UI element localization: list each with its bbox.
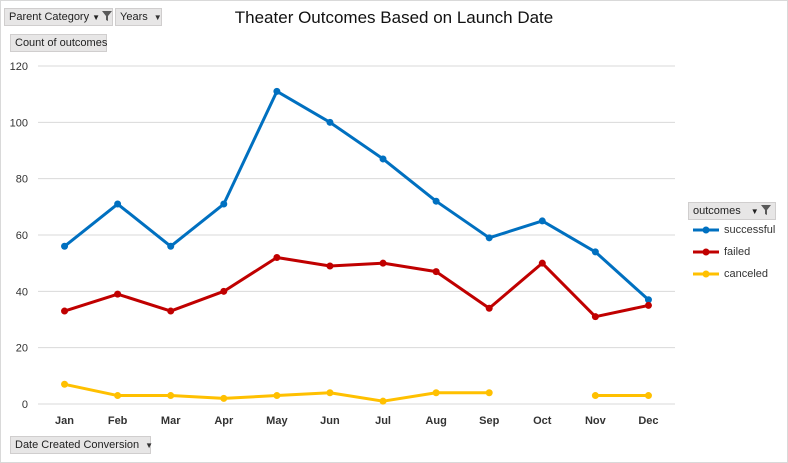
y-tick-label: 80	[16, 174, 28, 186]
legend-item-failed[interactable]: failed	[692, 245, 750, 259]
y-tick-labels: 0 20 40 60 80 100 120	[10, 61, 28, 411]
legend-label: failed	[724, 246, 751, 258]
data-point-failed[interactable]	[220, 287, 228, 295]
x-tick-label: Feb	[108, 415, 128, 427]
y-tick-label: 40	[16, 286, 28, 298]
outcomes-legend-filter-button[interactable]: outcomes ▼	[688, 202, 776, 220]
data-point-canceled[interactable]	[114, 392, 122, 400]
gridlines	[38, 65, 675, 405]
data-point-successful[interactable]	[220, 200, 228, 208]
y-tick-label: 0	[22, 399, 28, 411]
data-point-canceled[interactable]	[326, 389, 334, 397]
data-point-failed[interactable]	[167, 307, 175, 315]
data-point-canceled[interactable]	[485, 389, 493, 397]
series-points	[61, 87, 652, 405]
data-point-failed[interactable]	[326, 262, 334, 270]
data-point-successful[interactable]	[485, 234, 493, 242]
x-tick-label: Jun	[320, 415, 340, 427]
data-point-failed[interactable]	[273, 254, 281, 262]
data-point-canceled[interactable]	[591, 392, 599, 400]
data-point-canceled[interactable]	[273, 392, 281, 400]
data-point-canceled[interactable]	[167, 392, 175, 400]
filter-icon	[760, 204, 771, 218]
data-point-failed[interactable]	[485, 304, 493, 312]
data-point-failed[interactable]	[379, 259, 387, 267]
data-point-successful[interactable]	[591, 248, 599, 256]
parent-category-label: Parent Category	[9, 11, 90, 23]
data-point-canceled[interactable]	[220, 394, 228, 402]
x-tick-label: Jul	[375, 415, 391, 427]
data-point-failed[interactable]	[591, 313, 599, 321]
data-point-successful[interactable]	[379, 155, 387, 163]
data-point-canceled[interactable]	[61, 380, 69, 388]
legend-label: successful	[724, 224, 776, 236]
x-tick-labels: Jan Feb Mar Apr May Jun Jul Aug Sep Oct Nov Dec	[55, 415, 658, 427]
x-tick-label: Dec	[638, 415, 658, 427]
series-line-failed[interactable]	[64, 256, 649, 319]
x-tick-label: Apr	[214, 415, 234, 427]
legend-swatch	[693, 248, 719, 256]
dropdown-arrow-icon: ▼	[153, 12, 162, 22]
data-point-successful[interactable]	[273, 87, 281, 95]
chart-title: Theater Outcomes Based on Launch Date	[234, 8, 554, 27]
x-tick-label: Mar	[161, 415, 181, 427]
data-point-canceled[interactable]	[644, 392, 652, 400]
data-point-successful[interactable]	[114, 200, 122, 208]
date-created-conversion-label: Date Created Conversion	[15, 439, 140, 451]
series-lines	[63, 89, 650, 403]
data-point-successful[interactable]	[644, 296, 652, 304]
legend-label: canceled	[724, 268, 769, 280]
series-line-successful[interactable]	[63, 89, 650, 301]
x-tick-label: Nov	[585, 415, 607, 427]
filter-icon	[102, 10, 113, 24]
dropdown-arrow-icon: ▼	[145, 440, 154, 450]
date-created-conversion-filter-button[interactable]: Date Created Conversion ▼	[10, 436, 154, 454]
outcomes-legend-label: outcomes	[693, 205, 741, 217]
years-label: Years	[120, 11, 148, 23]
count-of-outcomes-field-button[interactable]: Count of outcomes	[10, 34, 107, 52]
data-point-failed[interactable]	[114, 290, 122, 298]
legend-item-canceled[interactable]: canceled	[692, 267, 768, 281]
y-tick-label: 60	[16, 230, 28, 242]
data-point-failed[interactable]	[538, 259, 546, 267]
x-tick-label: Aug	[425, 415, 446, 427]
data-point-failed[interactable]	[61, 307, 69, 315]
x-tick-label: Sep	[479, 415, 499, 427]
dropdown-arrow-icon: ▼	[750, 206, 759, 216]
data-point-canceled[interactable]	[432, 389, 440, 397]
count-of-outcomes-label: Count of outcomes	[15, 37, 108, 49]
data-point-successful[interactable]	[538, 217, 546, 225]
data-point-failed[interactable]	[432, 268, 440, 276]
data-point-successful[interactable]	[167, 242, 175, 250]
legend-swatch	[693, 270, 719, 278]
x-tick-label: May	[266, 415, 288, 427]
years-filter-button[interactable]: Years ▼	[115, 8, 162, 26]
legend-swatch	[693, 226, 719, 234]
parent-category-filter-button[interactable]: Parent Category ▼	[4, 8, 113, 26]
data-point-successful[interactable]	[326, 118, 334, 126]
data-point-canceled[interactable]	[379, 397, 387, 405]
data-point-successful[interactable]	[61, 242, 69, 250]
y-tick-label: 100	[10, 117, 28, 129]
data-point-failed[interactable]	[644, 301, 652, 309]
y-tick-label: 20	[16, 343, 28, 355]
data-point-successful[interactable]	[432, 197, 440, 205]
y-tick-label: 120	[10, 61, 28, 73]
x-tick-label: Jan	[55, 415, 74, 427]
dropdown-arrow-icon: ▼	[92, 12, 101, 22]
legend-item-successful[interactable]: successful	[692, 223, 775, 237]
x-tick-label: Oct	[533, 415, 552, 427]
